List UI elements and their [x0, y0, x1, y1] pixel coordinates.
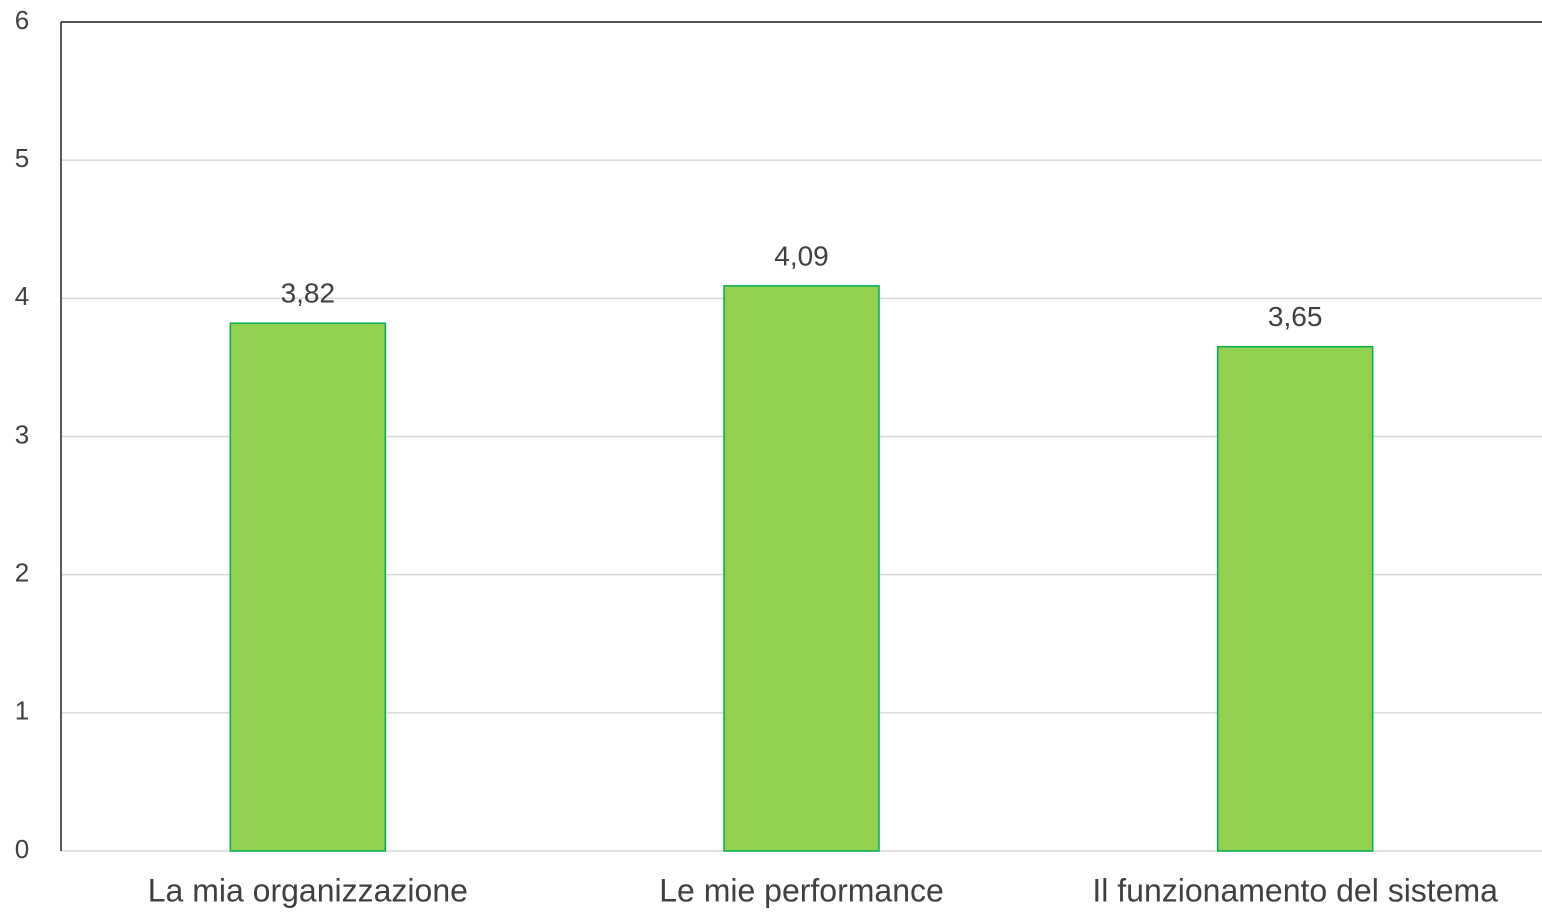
value-label: 3,65: [1268, 301, 1323, 332]
bar: [229, 322, 387, 852]
y-tick-label: 4: [15, 281, 29, 311]
x-tick-label: Le mie performance: [659, 872, 944, 908]
y-tick-label: 5: [15, 143, 29, 173]
value-label: 4,09: [774, 240, 829, 271]
y-tick-label: 1: [15, 696, 29, 726]
y-tick-label: 0: [15, 834, 29, 864]
y-tick-label: 3: [15, 419, 29, 449]
y-tick-label: 2: [15, 558, 29, 588]
y-tick-label: 6: [15, 5, 29, 35]
bar: [723, 285, 880, 852]
value-label: 3,82: [281, 278, 336, 309]
x-tick-label: Il funzionamento del sistema: [1092, 872, 1498, 908]
bar: [1216, 345, 1374, 852]
x-tick-label: La mia organizzazione: [148, 872, 468, 908]
